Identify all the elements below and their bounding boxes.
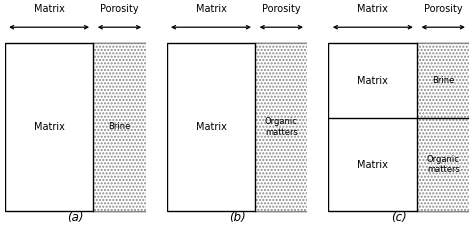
Text: Brine: Brine	[432, 76, 455, 85]
Text: Matrix: Matrix	[195, 122, 227, 132]
Text: Matrix: Matrix	[357, 76, 388, 86]
Text: Organic
matters: Organic matters	[265, 117, 298, 137]
Bar	[417, 119, 469, 211]
Text: Organic
matters: Organic matters	[427, 155, 460, 174]
Text: Matrix: Matrix	[357, 4, 388, 14]
Text: Porosity: Porosity	[100, 4, 139, 14]
Bar	[255, 43, 307, 211]
Text: (a): (a)	[67, 211, 83, 224]
Text: Porosity: Porosity	[262, 4, 301, 14]
Text: Brine: Brine	[108, 122, 131, 131]
Bar	[328, 43, 469, 211]
Text: (c): (c)	[391, 211, 407, 224]
Bar	[167, 43, 307, 211]
Bar	[417, 43, 469, 119]
Text: Matrix: Matrix	[34, 4, 64, 14]
Text: (b): (b)	[228, 211, 246, 224]
Text: Porosity: Porosity	[424, 4, 463, 14]
Text: Matrix: Matrix	[357, 160, 388, 170]
Bar	[5, 43, 146, 211]
Bar	[93, 43, 146, 211]
Text: Matrix: Matrix	[195, 4, 227, 14]
Text: Matrix: Matrix	[34, 122, 64, 132]
